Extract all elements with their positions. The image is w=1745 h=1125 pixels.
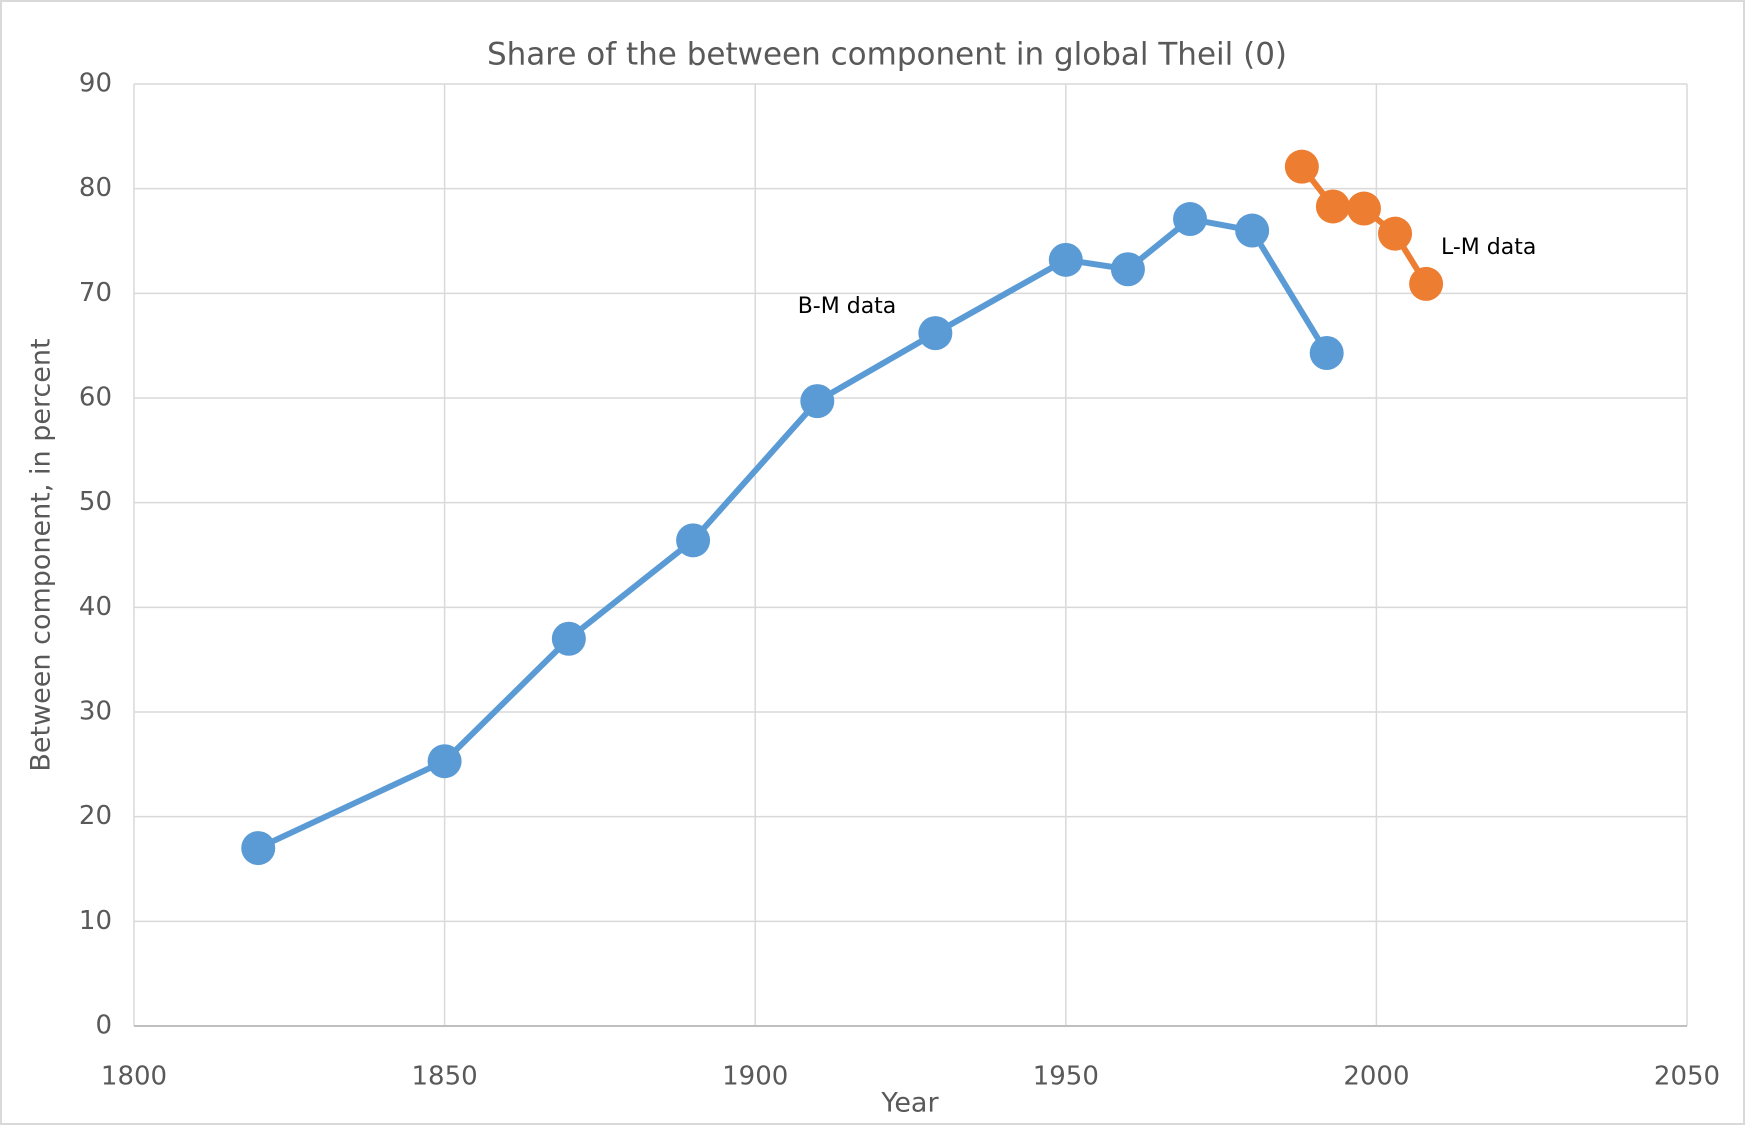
data-point — [800, 384, 835, 419]
y-tick-label: 20 — [79, 801, 112, 831]
y-tick-label: 10 — [79, 906, 112, 936]
data-point — [1110, 252, 1145, 287]
data-point — [1409, 266, 1444, 301]
y-tick-label: 0 — [95, 1011, 112, 1041]
data-point — [241, 831, 276, 866]
x-tick-label: 1850 — [412, 1062, 478, 1092]
x-tick-label: 1950 — [1033, 1062, 1099, 1092]
data-point — [918, 316, 953, 351]
y-tick-label: 90 — [79, 69, 112, 99]
x-tick-label: 1900 — [722, 1062, 788, 1092]
x-tick-label: 2000 — [1343, 1062, 1409, 1092]
data-point — [1173, 202, 1208, 237]
x-tick-label: 1800 — [101, 1062, 167, 1092]
data-point — [427, 744, 462, 779]
y-tick-label: 30 — [79, 697, 112, 727]
y-tick-label: 80 — [79, 173, 112, 203]
data-point — [1048, 242, 1083, 277]
y-tick-label: 40 — [79, 592, 112, 622]
data-point — [1284, 149, 1319, 184]
data-point — [676, 523, 711, 558]
x-tick-label: 2050 — [1654, 1062, 1720, 1092]
data-point — [1346, 191, 1381, 226]
series-label: B-M data — [798, 294, 897, 319]
y-tick-label: 60 — [79, 383, 112, 413]
data-point — [1315, 189, 1350, 224]
x-axis-label: Year — [880, 1088, 939, 1119]
data-point — [1309, 335, 1344, 370]
data-point — [1378, 216, 1413, 251]
series-label: L-M data — [1441, 235, 1536, 260]
data-point — [1235, 213, 1270, 248]
y-tick-label: 50 — [79, 487, 112, 517]
chart-title: Share of the between component in global… — [487, 37, 1287, 73]
y-tick-label: 70 — [79, 278, 112, 308]
data-point — [551, 621, 586, 656]
y-axis-label: Between component, in percent — [26, 338, 57, 771]
